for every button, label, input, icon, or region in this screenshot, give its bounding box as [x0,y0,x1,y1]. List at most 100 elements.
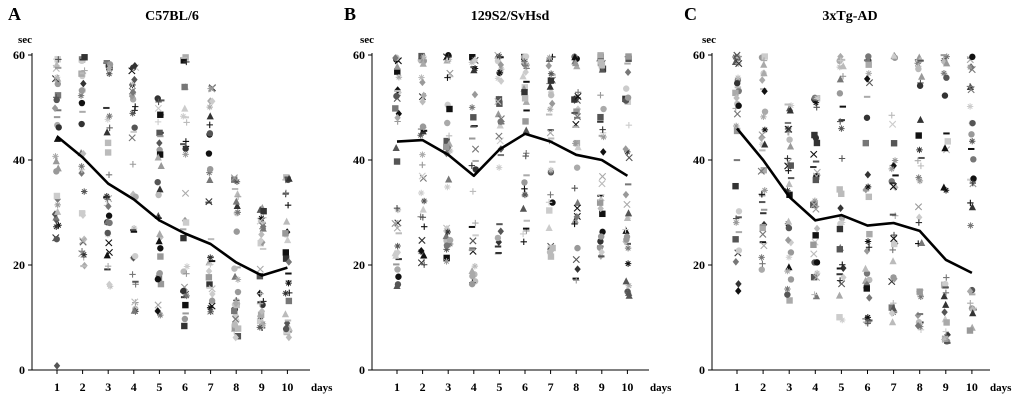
data-point [944,138,951,145]
data-point [445,132,453,139]
data-point [419,123,427,130]
data-point [471,90,479,99]
data-point [494,245,502,248]
data-point [888,120,897,128]
data-point [623,85,630,92]
data-point [445,175,453,183]
data-point [207,261,214,268]
data-point [78,248,86,255]
data-point [787,102,795,109]
data-point [597,52,604,59]
data-point [78,169,85,177]
data-point [943,59,951,67]
data-point [519,204,528,212]
data-point [810,166,817,169]
data-point [231,307,238,315]
data-point [256,272,264,280]
data-point [232,333,239,342]
data-point [572,125,579,128]
data-point [865,53,872,60]
data-point [733,94,740,102]
mean-line [735,127,973,275]
data-point [472,159,479,162]
data-point [571,53,579,61]
data-point [866,294,873,302]
data-point [761,53,768,60]
data-point [79,110,86,113]
data-point [105,212,113,219]
data-point [472,234,479,237]
data-point [54,195,61,204]
data-point [53,94,60,101]
data-point [889,182,896,185]
data-point [837,280,846,288]
data-point [179,228,187,231]
data-point [732,89,739,97]
data-point [598,65,606,73]
data-point [394,242,401,250]
data-point [256,300,264,307]
data-point [969,293,976,296]
y-axis-label: sec [702,34,716,46]
data-point [393,263,400,266]
data-point [622,277,630,285]
data-point [418,236,426,244]
panel-label: B [344,4,356,24]
x-tick-label: 2 [420,380,426,394]
data-point [395,232,402,235]
data-point [787,276,795,283]
y-tick-label: 0 [19,363,25,377]
data-point [761,187,768,194]
data-point [545,61,552,70]
data-point [231,321,238,328]
data-point [624,94,632,101]
data-point [393,158,401,165]
data-point [523,80,530,83]
x-tick-label: 10 [281,380,293,394]
y-tick-label: 0 [699,363,705,377]
data-point [622,226,629,233]
data-point [233,178,241,185]
x-tick-label: 10 [621,380,633,394]
data-point [471,56,478,64]
data-point [129,229,137,232]
data-point [284,201,292,209]
data-point [837,57,845,64]
data-point [940,69,948,77]
data-point [183,270,190,277]
data-point [494,75,502,82]
data-point [761,108,769,115]
data-point [733,110,741,118]
data-point [732,257,740,266]
data-point [597,194,604,197]
data-point [182,219,190,226]
data-point [282,325,290,333]
data-point [625,154,633,162]
x-tick-label: 9 [943,380,949,394]
data-point [522,118,529,125]
data-point [156,230,164,238]
data-point [812,205,820,213]
data-point [546,207,553,214]
data-point [812,160,820,163]
data-point [572,140,579,147]
data-point [836,314,843,321]
data-point [941,308,948,316]
data-point [53,168,60,175]
data-point [940,54,948,57]
data-point [521,95,529,102]
data-point [392,144,400,152]
data-point [836,273,843,276]
y-tick-label: 40 [13,153,25,167]
data-point [521,179,528,186]
data-point [420,129,428,132]
data-point [418,172,426,180]
data-point [785,254,793,261]
data-point [545,113,553,116]
data-point [78,163,85,170]
data-point [519,230,527,238]
data-point [623,200,631,209]
data-point [864,320,871,327]
data-point [732,182,739,190]
data-point [892,174,899,177]
